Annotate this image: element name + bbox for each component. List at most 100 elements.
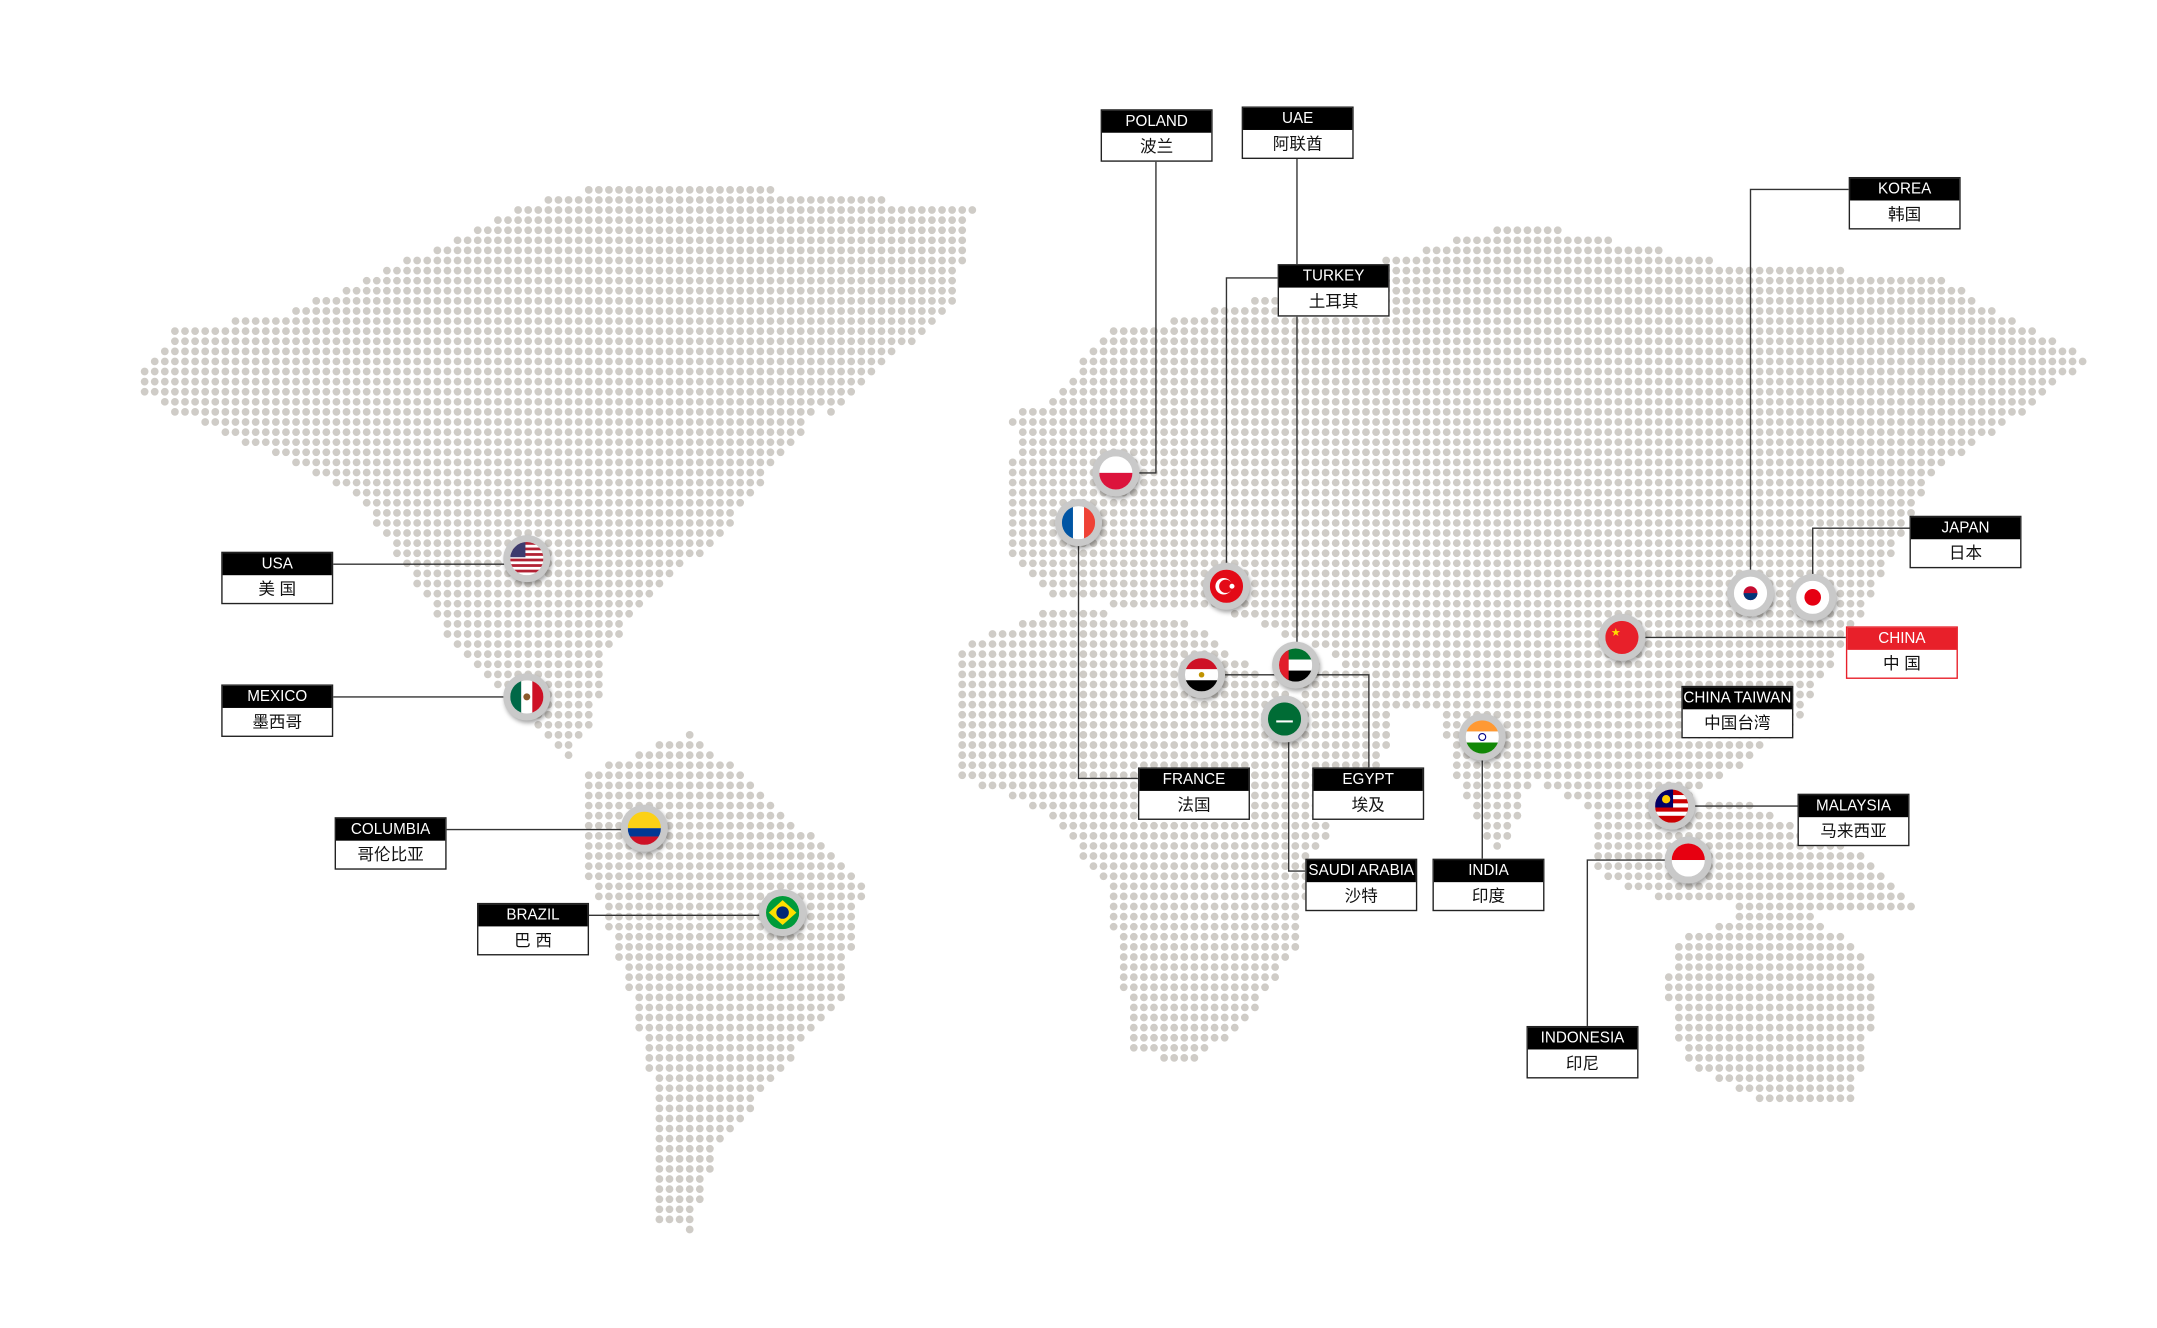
map-dot xyxy=(1261,317,1269,325)
map-dot xyxy=(1503,337,1512,346)
map-dot xyxy=(1341,498,1350,507)
map-dot xyxy=(1745,297,1754,305)
map-dot xyxy=(1291,478,1300,487)
map-dot xyxy=(1917,468,1925,477)
map-dot xyxy=(1109,498,1118,507)
map-dot xyxy=(594,549,603,558)
map-dot xyxy=(1190,549,1199,558)
map-dot xyxy=(756,478,765,487)
map-dot xyxy=(453,468,462,477)
map-dot xyxy=(917,216,926,224)
map-dot xyxy=(423,408,432,416)
map-dot xyxy=(695,286,704,295)
map-dot xyxy=(1574,418,1582,426)
map-dot xyxy=(1574,387,1582,396)
map-dot xyxy=(1281,539,1290,547)
map-dot xyxy=(1685,387,1693,396)
map-dot xyxy=(282,387,290,396)
map-dot xyxy=(655,256,664,265)
map-dot xyxy=(1261,539,1269,547)
map-dot xyxy=(1493,377,1502,386)
map-dot xyxy=(1624,367,1633,376)
map-dot xyxy=(302,347,311,356)
map-dot xyxy=(1422,519,1431,527)
map-dot xyxy=(837,347,845,356)
map-dot xyxy=(1725,498,1734,507)
map-dot xyxy=(312,428,321,436)
map-dot xyxy=(1291,428,1300,436)
map-dot xyxy=(534,226,543,235)
map-dot xyxy=(1998,367,2006,376)
map-dot xyxy=(1341,579,1350,588)
map-dot xyxy=(706,317,714,325)
map-dot xyxy=(605,448,613,457)
map-dot xyxy=(403,307,411,315)
map-dot xyxy=(1897,347,1905,356)
map-dot xyxy=(665,367,674,376)
map-dot xyxy=(1180,377,1189,386)
map-dot xyxy=(1372,519,1380,527)
map-dot xyxy=(383,276,391,285)
map-dot xyxy=(655,498,664,507)
map-dot xyxy=(1321,569,1330,578)
map-dot xyxy=(625,256,634,265)
map-dot xyxy=(1584,559,1592,568)
map-dot xyxy=(1069,478,1078,487)
map-dot xyxy=(1049,559,1057,568)
map-dot xyxy=(948,256,956,265)
map-dot xyxy=(655,367,664,376)
map-dot xyxy=(1362,579,1370,588)
map-dot xyxy=(1543,387,1552,396)
map-dot xyxy=(685,246,694,255)
map-dot xyxy=(1150,377,1158,386)
map-dot xyxy=(786,387,795,396)
map-dot xyxy=(1775,448,1784,457)
map-dot xyxy=(1483,286,1491,295)
map-dot xyxy=(1574,397,1582,406)
map-dot xyxy=(342,327,351,336)
map-dot xyxy=(897,226,906,235)
map-dot xyxy=(1352,418,1360,426)
map-dot xyxy=(564,347,573,356)
map-dot xyxy=(625,448,634,457)
map-dot xyxy=(594,498,603,507)
map-dot xyxy=(1584,266,1592,275)
map-dot xyxy=(1725,367,1734,376)
map-dot xyxy=(584,367,593,376)
map-dot xyxy=(483,357,492,366)
map-dot xyxy=(332,317,341,325)
map-dot xyxy=(1362,377,1370,386)
map-dot xyxy=(1826,266,1835,275)
map-dot xyxy=(1977,397,1986,406)
map-dot xyxy=(1230,539,1239,547)
map-dot xyxy=(564,508,573,517)
map-dot xyxy=(1957,428,1966,436)
map-dot xyxy=(1382,539,1391,547)
map-dot xyxy=(1786,418,1794,426)
map-dot xyxy=(1695,549,1703,558)
map-dot xyxy=(352,468,361,477)
map-dot xyxy=(1240,488,1249,497)
map-dot xyxy=(1291,397,1300,406)
map-dot xyxy=(1190,438,1199,447)
map-dot xyxy=(1150,428,1158,436)
map-dot xyxy=(877,246,886,255)
map-dot xyxy=(1826,559,1835,568)
map-dot xyxy=(837,246,845,255)
map-dot xyxy=(584,246,593,255)
map-dot xyxy=(514,347,522,356)
map-dot xyxy=(726,236,734,245)
map-dot xyxy=(332,327,341,336)
map-dot xyxy=(1503,256,1512,265)
map-dot xyxy=(211,377,220,386)
map-dot xyxy=(1594,549,1602,558)
map-dot xyxy=(726,367,734,376)
map-dot xyxy=(1180,519,1189,527)
map-dot xyxy=(261,317,270,325)
map-dot xyxy=(1846,458,1855,467)
map-dot xyxy=(1675,529,1683,537)
map-dot xyxy=(372,327,381,336)
map-dot xyxy=(1816,498,1825,507)
map-dot xyxy=(1876,448,1885,457)
map-dot xyxy=(1745,519,1754,527)
